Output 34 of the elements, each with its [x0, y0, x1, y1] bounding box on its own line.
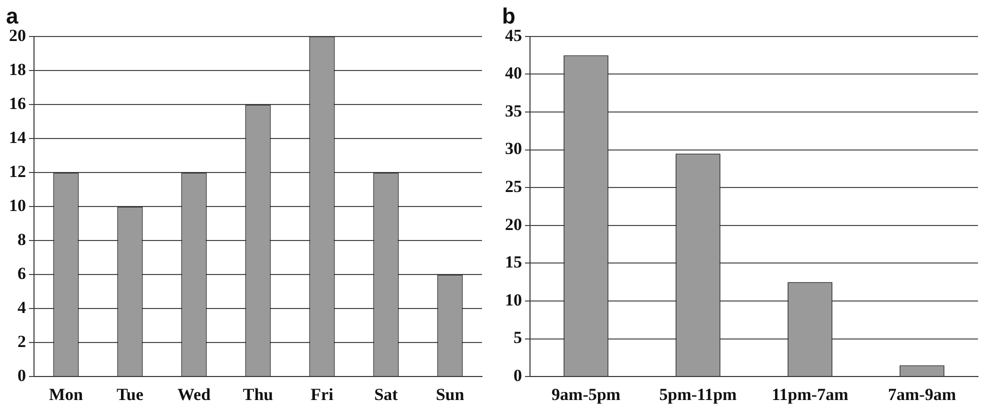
chart-title: a: [6, 3, 19, 28]
y-tick-label: 20: [9, 26, 26, 45]
x-tick-label: 7am-9am: [888, 385, 956, 404]
y-tick-label: 18: [9, 60, 26, 79]
y-tick-label: 0: [18, 366, 26, 385]
y-tick-label: 45: [505, 26, 522, 45]
y-tick-label: 20: [505, 214, 522, 234]
x-tick-label: Mon: [49, 385, 84, 404]
x-tick-label: Sun: [436, 385, 465, 404]
x-tick-label: Tue: [116, 385, 144, 404]
x-tick-label: Wed: [177, 385, 212, 404]
x-tick-label: 9am-5pm: [552, 385, 620, 404]
y-tick-label: 10: [505, 290, 522, 310]
y-tick-label: 40: [505, 64, 522, 83]
y-tick-label: 5: [514, 328, 522, 348]
y-tick-label: 12: [9, 162, 26, 181]
x-tick-label: 11pm-7am: [772, 385, 848, 404]
y-tick-label: 4: [18, 298, 26, 317]
y-tick-label: 14: [9, 128, 26, 147]
y-tick-label: 0: [514, 366, 522, 385]
y-tick-label: 6: [18, 264, 26, 283]
y-tick-label: 25: [505, 176, 522, 196]
x-tick-label: 5pm-11pm: [659, 385, 737, 404]
y-tick-label: 2: [18, 332, 26, 351]
x-tick-label: Thu: [242, 385, 274, 404]
chart-title: b: [502, 3, 516, 28]
x-tick-label: Fri: [310, 385, 334, 404]
x-tick-label: Sat: [374, 385, 398, 404]
y-tick-label: 8: [18, 230, 26, 249]
y-tick-label: 10: [9, 196, 26, 215]
y-tick-label: 30: [505, 139, 522, 158]
y-tick-label: 35: [505, 101, 522, 120]
y-tick-label: 15: [505, 252, 522, 272]
y-tick-label: 16: [9, 94, 26, 113]
